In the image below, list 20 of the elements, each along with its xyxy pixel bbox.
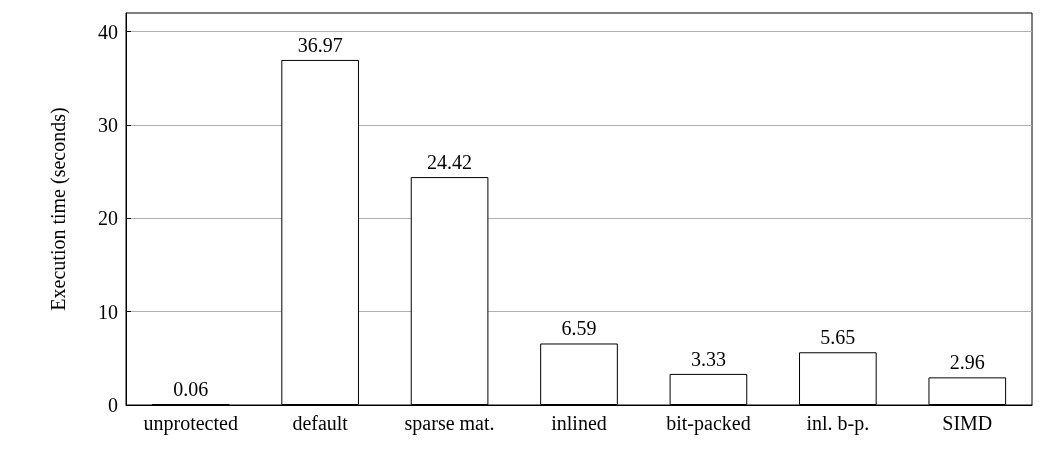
y-tick-label: 0	[108, 394, 118, 416]
data-label: 3.33	[690, 347, 726, 370]
x-tick-label: unprotected	[143, 412, 238, 435]
y-tick-label: 20	[98, 207, 118, 230]
data-label: 24.42	[427, 151, 473, 174]
x-tick-label: default	[292, 412, 349, 434]
data-label: 5.65	[820, 326, 856, 349]
data-label: 2.96	[949, 351, 985, 374]
x-tick-label: inl. b-p.	[806, 412, 870, 435]
y-tick-label: 30	[98, 114, 118, 136]
x-tick-label: bit-packed	[666, 412, 751, 435]
data-label: 0.06	[173, 378, 209, 401]
data-label: 6.59	[561, 317, 597, 340]
y-tick-label: 10	[98, 300, 118, 323]
x-tick-label: inlined	[551, 412, 607, 434]
y-axis-title: Execution time (seconds)	[47, 107, 70, 311]
x-tick-label: sparse mat.	[404, 412, 495, 435]
data-label: 36.97	[297, 33, 343, 56]
y-tick-label: 40	[98, 20, 118, 43]
x-tick-label: SIMD	[942, 412, 993, 434]
